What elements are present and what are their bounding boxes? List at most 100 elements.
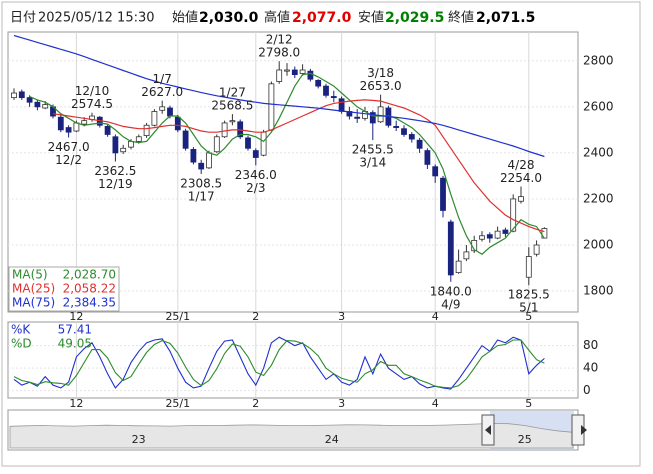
candle-body: [315, 79, 322, 87]
x-tick-label: 2: [252, 310, 259, 323]
candle-body: [104, 126, 111, 135]
annotation-date: 12/10: [75, 84, 110, 98]
annotation-date: 4/28: [508, 158, 535, 172]
candle-body: [479, 235, 485, 240]
ma-line: [13, 34, 545, 158]
candle-body: [159, 106, 166, 111]
date-label: 日付: [10, 11, 36, 26]
annotation-date: 12/2: [55, 153, 82, 167]
legend-name: MA(25): [12, 282, 55, 296]
candle-body: [198, 162, 205, 170]
annotation-price: 2627.0: [141, 85, 183, 99]
annotation-price: 2467.0: [48, 140, 90, 154]
x-tick-label: 12: [69, 310, 83, 323]
legend-name: MA(5): [12, 268, 48, 282]
candle-body: [276, 69, 283, 82]
candle-body: [57, 116, 64, 131]
navigator-label: 25: [518, 433, 532, 446]
candle-body: [190, 149, 197, 163]
candle-body: [143, 124, 150, 137]
candle-body: [151, 111, 158, 126]
annotation-date: 4/9: [441, 297, 460, 311]
candle-body: [377, 106, 384, 123]
annotation-price: 2254.0: [500, 171, 542, 185]
legend-name: MA(75): [12, 296, 55, 310]
x-tick-label: 12: [69, 397, 83, 410]
legend-value: 2,058.22: [63, 282, 116, 296]
candle-body: [432, 166, 439, 177]
annotation-date: 1/7: [153, 72, 172, 86]
field-label: 終値: [448, 10, 474, 26]
candle-body: [354, 116, 361, 119]
y-tick-label: 2800: [583, 53, 614, 67]
x-tick-label: 4: [432, 397, 439, 410]
x-tick-label: 2: [252, 397, 259, 410]
annotation-price: 2455.5: [352, 143, 394, 157]
date: 2025/05/12 15:30: [38, 11, 155, 26]
candle-body: [401, 128, 407, 135]
candle-body: [120, 147, 127, 153]
candle-body: [455, 260, 462, 274]
candle-body: [330, 96, 337, 99]
stoch-legend-name: %D: [11, 337, 32, 351]
candle-body: [525, 256, 532, 278]
candle-body: [284, 69, 290, 72]
candle-body: [416, 139, 423, 149]
candle-body: [494, 230, 501, 239]
x-tick-label: 5: [525, 397, 532, 410]
ma-legend: [8, 266, 120, 312]
candle-body: [533, 244, 540, 255]
main-panel: [7, 31, 579, 313]
x-tick-label: 4: [432, 310, 439, 323]
field-value: 2,030.0: [199, 10, 259, 26]
annotation-date: 2/12: [266, 33, 293, 47]
candle-body: [299, 69, 306, 74]
stoch-legend-name: %K: [11, 323, 31, 337]
annotation-date: 1/17: [188, 189, 215, 203]
candle-body: [73, 122, 80, 132]
candle-body: [440, 177, 446, 211]
y-tick-label: 2600: [583, 99, 614, 113]
candle-body: [245, 137, 251, 149]
candle-body: [338, 98, 345, 112]
stoch-tick-label: 40: [583, 361, 598, 375]
candle-body: [34, 101, 41, 108]
y-tick-label: 1800: [583, 284, 614, 298]
candle-body: [447, 221, 454, 276]
candle-body: [221, 122, 228, 138]
field-label: 高値: [264, 10, 290, 26]
candle-body: [424, 150, 431, 165]
x-tick-label: 5: [525, 310, 532, 323]
annotation-price: 1825.5: [508, 288, 550, 302]
stoch-line: [13, 336, 545, 390]
candle-body: [323, 85, 329, 96]
candle-body: [252, 150, 259, 158]
stoch-tick-label: 80: [583, 338, 598, 352]
candle-body: [229, 120, 236, 123]
annotation-price: 2346.0: [235, 168, 277, 182]
navigator-label: 24: [325, 433, 339, 446]
candle-body: [518, 196, 524, 202]
ma-line: [29, 72, 545, 255]
candle-body: [291, 69, 298, 75]
y-tick-label: 2400: [583, 145, 614, 159]
annotation-date: 2/3: [246, 181, 265, 195]
field-value: 2,029.5: [385, 10, 444, 26]
marks: [11, 34, 548, 390]
annotation-price: 2308.5: [180, 176, 222, 190]
candle-body: [18, 91, 25, 99]
candle-body: [486, 234, 493, 239]
candle-body: [174, 116, 181, 131]
candle-body: [393, 126, 400, 128]
handle-arrow: [485, 425, 491, 435]
candle-body: [408, 134, 415, 140]
annotation-price: 1840.0: [430, 284, 472, 298]
navigator-area: [9, 422, 574, 449]
legend-value: 2,384.35: [63, 296, 116, 310]
candle-body: [213, 136, 220, 153]
candle-body: [268, 83, 275, 131]
annotation-date: 12/19: [98, 177, 133, 191]
candle-body: [81, 120, 88, 125]
